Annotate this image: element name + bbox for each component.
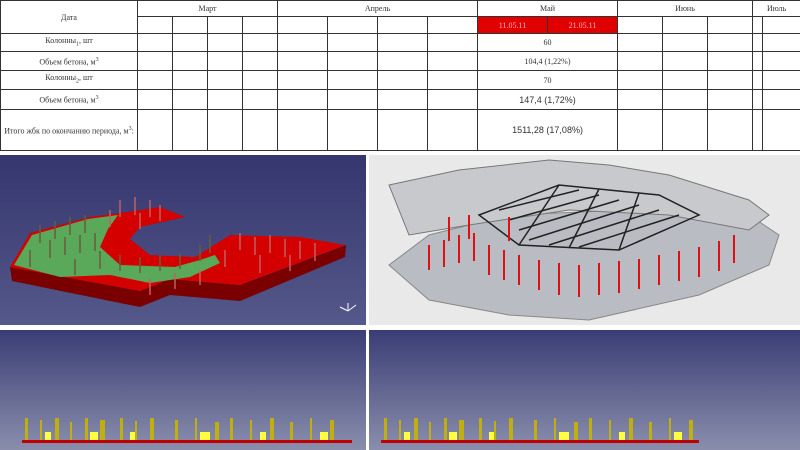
row-label-concrete-volume-1: Объем бетона, м3 xyxy=(0,51,138,71)
week-cell xyxy=(242,16,278,34)
month-header-july: Июль xyxy=(752,0,800,17)
schedule-table: Дата Март Апрель Май Июнь Июль 11.05.11 … xyxy=(0,0,800,151)
week-cell xyxy=(762,16,800,34)
week-cell xyxy=(137,16,173,34)
green-slab xyxy=(14,215,220,283)
week-cell xyxy=(377,16,428,34)
row-label-total: Итого жбк по окончанию периода, м3: xyxy=(0,109,138,151)
concrete-volume-1-value: 104,4 (1,22%) xyxy=(476,51,619,71)
week-cell xyxy=(617,16,664,34)
week-cell xyxy=(172,16,208,34)
week-cell xyxy=(277,16,328,34)
week-cell xyxy=(662,16,709,34)
timeline-bars xyxy=(384,418,693,440)
right-timeline-view[interactable] xyxy=(369,330,800,450)
month-header-june: Июнь xyxy=(617,0,754,17)
week-cell xyxy=(707,16,754,34)
may-date-1: 11.05.11 xyxy=(477,16,548,34)
date-header: Дата xyxy=(0,0,138,34)
left-3d-view[interactable] xyxy=(0,155,366,325)
week-cell xyxy=(207,16,243,34)
month-header-april: Апрель xyxy=(277,0,478,17)
row-label-concrete-volume-2: Объем бетона, м3 xyxy=(0,89,138,110)
month-header-march: Март xyxy=(137,0,278,17)
timeline-highlights xyxy=(404,432,682,440)
may-date-2: 21.05.11 xyxy=(546,16,619,34)
right-3d-view[interactable] xyxy=(369,155,800,325)
timeline-bars xyxy=(25,418,334,440)
axis-triad-icon xyxy=(339,303,357,312)
concrete-volume-2-value: 147,4 (1,72%) xyxy=(476,89,619,110)
week-cell xyxy=(427,16,478,34)
week-cell xyxy=(752,16,764,34)
week-cell xyxy=(327,16,378,34)
month-header-may: Май xyxy=(476,0,619,17)
row-label-columns-2: Колонны2, шт xyxy=(0,70,138,90)
timeline-highlights xyxy=(45,432,328,440)
total-value: 1511,28 (17,08%) xyxy=(476,109,619,151)
columns-1-value: 60 xyxy=(476,33,619,52)
timeline-line xyxy=(381,440,699,443)
left-timeline-view[interactable] xyxy=(0,330,366,450)
columns-2-value: 70 xyxy=(476,70,619,90)
timeline-line xyxy=(22,440,352,443)
roof-truss xyxy=(477,184,701,251)
row-label-columns-1: Колонны1, шт xyxy=(0,33,138,52)
